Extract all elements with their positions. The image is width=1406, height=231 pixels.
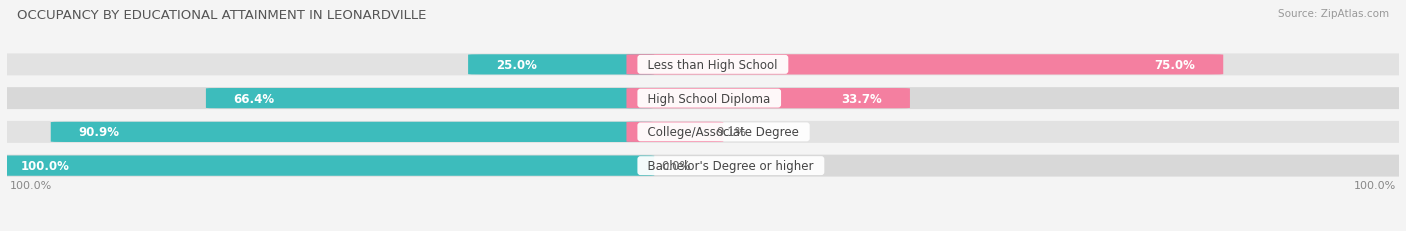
FancyBboxPatch shape (627, 55, 1223, 75)
FancyBboxPatch shape (205, 89, 654, 109)
Text: 66.4%: 66.4% (233, 92, 276, 105)
FancyBboxPatch shape (627, 89, 910, 109)
Text: 100.0%: 100.0% (10, 180, 52, 190)
Text: 90.9%: 90.9% (79, 126, 120, 139)
Text: 9.1%: 9.1% (716, 126, 747, 139)
Text: 100.0%: 100.0% (1354, 180, 1396, 190)
FancyBboxPatch shape (0, 155, 1406, 177)
FancyBboxPatch shape (468, 55, 654, 75)
Text: 100.0%: 100.0% (21, 159, 70, 172)
FancyBboxPatch shape (51, 122, 654, 142)
Text: High School Diploma: High School Diploma (640, 92, 778, 105)
Text: 25.0%: 25.0% (496, 59, 537, 72)
FancyBboxPatch shape (0, 156, 654, 176)
Text: 33.7%: 33.7% (841, 92, 882, 105)
FancyBboxPatch shape (0, 121, 1406, 143)
Text: Less than High School: Less than High School (640, 59, 786, 72)
Text: College/Associate Degree: College/Associate Degree (640, 126, 807, 139)
Text: 0.0%: 0.0% (661, 159, 690, 172)
Text: Source: ZipAtlas.com: Source: ZipAtlas.com (1278, 9, 1389, 19)
Text: Bachelor's Degree or higher: Bachelor's Degree or higher (640, 159, 821, 172)
Text: 75.0%: 75.0% (1154, 59, 1195, 72)
FancyBboxPatch shape (0, 88, 1406, 110)
FancyBboxPatch shape (627, 122, 723, 142)
FancyBboxPatch shape (0, 54, 1406, 76)
Text: OCCUPANCY BY EDUCATIONAL ATTAINMENT IN LEONARDVILLE: OCCUPANCY BY EDUCATIONAL ATTAINMENT IN L… (17, 9, 426, 22)
